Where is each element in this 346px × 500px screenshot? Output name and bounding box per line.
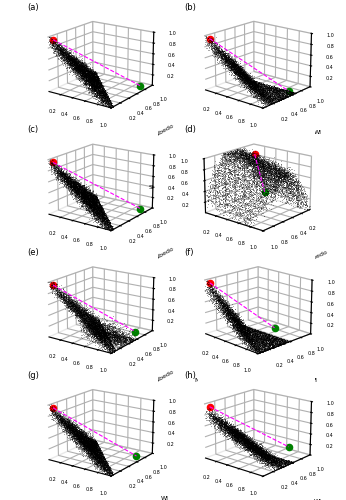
Y-axis label: WI: WI: [314, 130, 322, 136]
X-axis label: NDVI: NDVI: [48, 259, 64, 264]
Text: (a): (a): [27, 2, 39, 12]
Text: (b): (b): [184, 2, 196, 12]
Y-axis label: WI: WI: [161, 496, 169, 500]
Y-axis label: Albedo: Albedo: [154, 246, 175, 261]
Text: (e): (e): [27, 248, 39, 257]
X-axis label: Albedo: Albedo: [307, 249, 329, 262]
Y-axis label: Albedo: Albedo: [154, 124, 175, 138]
Text: (c): (c): [27, 126, 38, 134]
Y-axis label: MSAVI: MSAVI: [197, 254, 217, 265]
X-axis label: MSAVI: MSAVI: [46, 134, 66, 143]
X-axis label: NDVI: NDVI: [195, 378, 210, 383]
X-axis label: NDVI: NDVI: [48, 382, 64, 386]
Text: (g): (g): [27, 371, 39, 380]
Y-axis label: Albedo: Albedo: [154, 368, 175, 384]
Text: (d): (d): [184, 126, 196, 134]
Text: (f): (f): [184, 248, 194, 257]
Y-axis label: WI: WI: [314, 498, 322, 500]
Text: (h): (h): [184, 371, 196, 380]
Y-axis label: WI: WI: [310, 378, 318, 383]
X-axis label: NDVI: NDVI: [200, 134, 215, 140]
